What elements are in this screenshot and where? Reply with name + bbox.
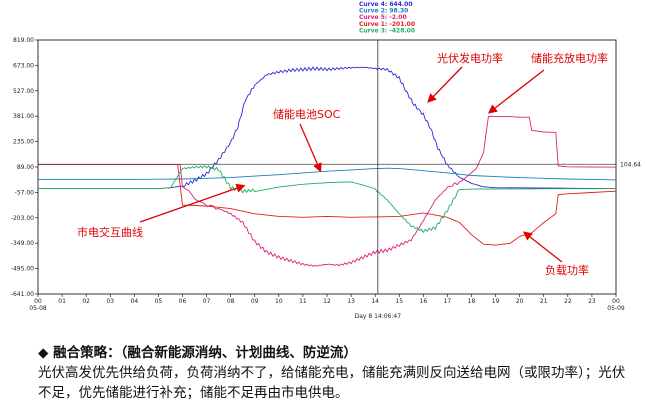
x-tick-label: 20 <box>516 298 524 305</box>
arrow-load <box>522 231 563 263</box>
annotation-storage: 储能充放电功率 <box>531 51 608 65</box>
strategy-text: ◆ 融合策略：（融合新能源消纳、计划曲线、防逆流） 光伏高发优先供给负荷，负荷消… <box>38 344 638 403</box>
series-line <box>38 165 617 234</box>
annotation-grid: 市电交互曲线 <box>77 225 143 239</box>
y-tick-label: 819.00 <box>13 37 34 44</box>
x-date-start: 05-08 <box>29 305 47 312</box>
x-tick-label: 19 <box>492 298 500 305</box>
y-tick-label: 235.00 <box>13 139 34 146</box>
y-tick-label: 527.00 <box>13 88 34 95</box>
x-tick-label: 15 <box>395 298 403 305</box>
y-axis: 819.00 673.00 527.00 381.00 235.00 89.00 -57.0… <box>11 37 38 298</box>
x-tick-label: 21 <box>540 298 548 305</box>
x-tick-label: 23 <box>588 298 596 305</box>
y-tick-label: -495.00 <box>11 266 34 273</box>
legend-entry: Curve 3: -428.00 <box>359 27 415 34</box>
arrow-grid <box>139 183 246 223</box>
series-line <box>38 163 617 246</box>
x-tick-label: 06 <box>179 298 187 305</box>
strategy-title: ◆ 融合策略：（融合新能源消纳、计划曲线、防逆流） <box>38 345 357 361</box>
annotation-soc: 储能电池SOC <box>273 107 341 121</box>
annotation-pv: 光伏发电功率 <box>437 51 503 65</box>
x-tick-label: 17 <box>444 298 452 305</box>
reference-line-label: 104.64 <box>620 161 641 168</box>
x-tick-label: 08 <box>227 298 235 305</box>
series-line <box>38 115 617 267</box>
x-tick-label: 04 <box>131 298 139 305</box>
x-tick-label: 10 <box>275 298 283 305</box>
y-tick-label: 381.00 <box>13 113 34 120</box>
y-tick-label: 89.00 <box>17 164 34 171</box>
arrow-storage <box>487 69 545 114</box>
series-layer <box>38 66 617 267</box>
series-line <box>38 167 617 181</box>
y-tick-label: 673.00 <box>13 62 34 69</box>
x-tick-label: 13 <box>347 298 355 305</box>
x-tick-label: 16 <box>420 298 428 305</box>
arrow-pv <box>427 66 463 103</box>
x-date-end: 05-09 <box>607 305 625 312</box>
x-tick-label: 18 <box>468 298 476 305</box>
x-tick-label: 00 <box>34 298 42 305</box>
series-line <box>38 66 617 190</box>
x-tick-label: 05 <box>155 298 163 305</box>
x-tick-label: 03 <box>106 298 114 305</box>
legend-entry: Curve 5: -2.00 <box>359 14 407 21</box>
legend-entry: Curve 2: 98.30 <box>359 8 408 15</box>
legend-entry: Curve 1: -201.00 <box>359 21 415 28</box>
cursor-time-label: Day 8 14:06:47 <box>355 313 402 320</box>
x-tick-label: 14 <box>371 298 379 305</box>
x-tick-label: 12 <box>323 298 331 305</box>
x-axis: 00 01 02 03 04 05 06 07 08 09 10 11 12 13 14 15 16 17 18 19… <box>29 294 625 312</box>
y-tick-label: -641.00 <box>11 291 34 298</box>
legend-entry: Curve 4: 644.00 <box>359 1 413 8</box>
y-tick-label: -349.00 <box>11 240 34 247</box>
x-tick-label: 22 <box>564 298 572 305</box>
x-tick-label: 11 <box>299 298 307 305</box>
x-tick-label: 00 <box>612 298 620 305</box>
arrow-soc <box>299 123 322 173</box>
y-tick-label: -57.00 <box>15 189 35 196</box>
annotation-load: 负载功率 <box>545 263 589 277</box>
plot-area <box>37 39 617 295</box>
x-tick-label: 01 <box>58 298 66 305</box>
x-tick-label: 09 <box>251 298 259 305</box>
x-tick-label: 07 <box>203 298 211 305</box>
strategy-body: 光伏高发优先供给负荷，负荷消纳不了，给储能充电，储能充满则反向送给电网（或限功率… <box>38 365 626 401</box>
y-tick-label: -203.00 <box>11 215 34 222</box>
x-tick-label: 02 <box>82 298 90 305</box>
